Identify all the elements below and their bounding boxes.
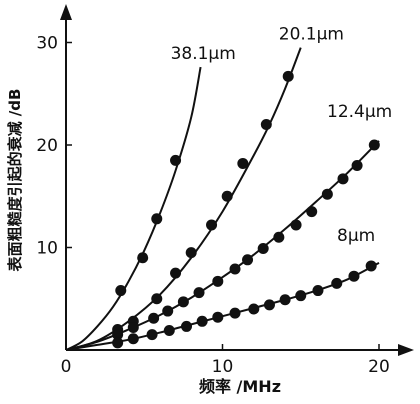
data-point xyxy=(162,305,174,317)
x-axis-arrow xyxy=(398,344,414,356)
x-tick-label: 20 xyxy=(368,357,390,377)
y-axis-title: 表面粗糙度引起的衰减 /dB xyxy=(6,89,24,272)
data-point xyxy=(290,219,302,231)
data-point xyxy=(351,160,363,171)
data-point xyxy=(148,312,160,324)
data-point xyxy=(221,190,233,202)
data-point xyxy=(127,321,139,333)
data-point xyxy=(248,303,260,315)
data-point xyxy=(112,329,124,341)
x-axis-title: 频率 /MHz xyxy=(199,377,281,396)
y-tick-label: 20 xyxy=(36,136,58,156)
data-point xyxy=(127,333,139,345)
data-point xyxy=(212,275,224,287)
y-axis-arrow xyxy=(60,4,72,20)
data-point xyxy=(177,296,189,308)
data-point xyxy=(365,260,377,272)
data-point xyxy=(263,299,275,311)
data-point xyxy=(237,157,249,169)
data-point xyxy=(206,219,218,231)
data-point xyxy=(163,325,175,337)
data-point xyxy=(348,270,360,282)
series-curve-0 xyxy=(65,66,202,351)
data-point xyxy=(115,285,127,297)
series-points xyxy=(112,70,380,349)
data-point xyxy=(193,287,205,299)
data-point xyxy=(181,320,193,332)
data-point xyxy=(257,243,269,255)
data-point xyxy=(170,267,182,279)
data-point xyxy=(212,311,224,323)
data-point xyxy=(331,277,343,289)
data-point xyxy=(170,154,182,166)
data-point xyxy=(112,337,124,349)
data-point xyxy=(279,294,291,306)
data-point xyxy=(312,285,324,297)
data-point xyxy=(196,315,208,327)
data-point xyxy=(151,213,163,225)
data-point xyxy=(306,206,318,218)
series-label: 38.1μm xyxy=(171,44,236,64)
ticks: 0 10 20 10 20 30 xyxy=(36,34,389,378)
series-label: 20.1μm xyxy=(279,25,344,45)
data-point xyxy=(242,254,254,266)
data-point xyxy=(229,307,241,319)
series-label: 8μm xyxy=(337,226,375,246)
data-point xyxy=(185,247,197,259)
data-point xyxy=(229,263,241,275)
data-point xyxy=(282,70,294,82)
data-point xyxy=(273,231,285,243)
data-point xyxy=(151,293,163,305)
data-point xyxy=(368,139,380,151)
data-point xyxy=(321,188,333,200)
data-point xyxy=(295,290,307,302)
y-tick-label: 10 xyxy=(36,239,58,259)
data-point xyxy=(260,119,272,130)
y-tick-label: 30 xyxy=(36,34,58,54)
data-point xyxy=(337,173,349,185)
data-point xyxy=(137,252,149,264)
x-tick-label: 0 xyxy=(61,357,72,377)
series-labels: 38.1μm 20.1μm 12.4μm 8μm xyxy=(171,25,393,246)
x-tick-label: 10 xyxy=(212,357,234,377)
series-label: 12.4μm xyxy=(327,102,392,122)
axes xyxy=(60,4,414,356)
data-point xyxy=(146,329,158,341)
